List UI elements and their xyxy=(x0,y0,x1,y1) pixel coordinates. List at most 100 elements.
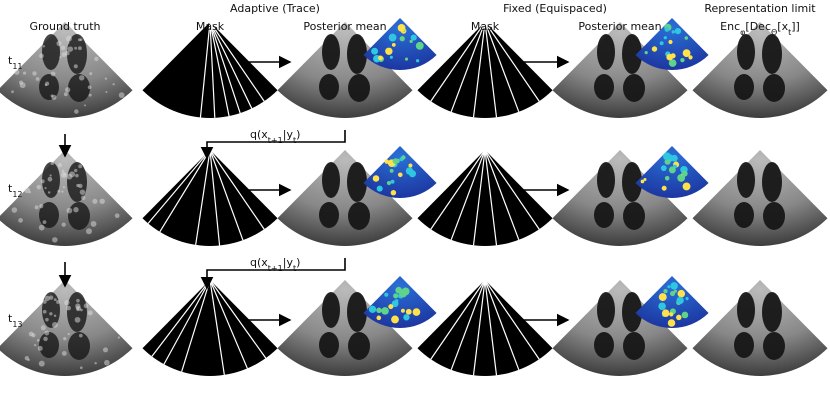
error-spot xyxy=(389,34,397,42)
speckle xyxy=(92,199,97,204)
chamber xyxy=(67,292,87,332)
error-spot xyxy=(675,28,681,34)
error-spot xyxy=(672,30,675,33)
speckle xyxy=(43,337,48,342)
error-spot xyxy=(388,304,393,309)
chamber xyxy=(594,332,614,358)
error-spot xyxy=(398,172,403,177)
error-spot xyxy=(662,309,670,317)
error-spot xyxy=(405,58,408,61)
speckle xyxy=(112,83,114,85)
error-spot xyxy=(391,180,395,184)
speckle xyxy=(52,237,58,243)
error-spot xyxy=(685,36,689,40)
chamber xyxy=(597,292,615,328)
speckle xyxy=(11,90,14,93)
mask xyxy=(417,22,552,118)
error-spot xyxy=(385,48,392,55)
speckle xyxy=(43,45,45,47)
speckle xyxy=(56,300,60,304)
ultrasound-image xyxy=(692,22,827,118)
formula-part: Enc xyxy=(720,20,740,33)
error-spot xyxy=(410,40,413,43)
speckle xyxy=(45,82,49,86)
error-spot xyxy=(377,186,383,192)
mask xyxy=(142,150,277,246)
error-spot xyxy=(371,48,378,55)
error-spot xyxy=(406,167,413,174)
ultrasound-image xyxy=(692,280,827,376)
chamber xyxy=(762,162,782,202)
speckle xyxy=(74,47,77,50)
formula-part: [Dec xyxy=(745,20,771,33)
chamber xyxy=(597,34,615,70)
arrow xyxy=(207,258,345,288)
chamber xyxy=(347,292,367,332)
speckle xyxy=(58,163,62,167)
speckle xyxy=(51,162,54,165)
chamber xyxy=(347,162,367,202)
error-spot xyxy=(413,308,421,316)
speckle xyxy=(63,337,66,340)
error-spot xyxy=(392,43,396,47)
speckle xyxy=(52,322,58,328)
speckle xyxy=(61,46,66,51)
speckle xyxy=(48,191,50,193)
speckle xyxy=(64,300,69,305)
speckle xyxy=(37,185,42,190)
speckle xyxy=(88,85,92,89)
speckle xyxy=(79,334,83,338)
error-spot xyxy=(390,56,393,59)
error-spot xyxy=(393,293,398,298)
header: Adaptive (Trace) xyxy=(230,2,320,15)
speckle xyxy=(41,179,45,183)
speckle xyxy=(76,184,79,187)
speckle xyxy=(105,91,107,93)
speckle xyxy=(67,208,73,214)
error-spot xyxy=(670,291,675,296)
error-spot xyxy=(670,282,678,290)
error-spot xyxy=(416,42,424,50)
speckle xyxy=(57,190,60,193)
column-label: Mask xyxy=(196,20,225,33)
chamber xyxy=(623,202,645,230)
speckle xyxy=(84,104,86,106)
chamber xyxy=(322,292,340,328)
speckle xyxy=(43,300,47,304)
chamber xyxy=(737,292,755,328)
error-spot xyxy=(384,293,388,297)
header: Ground truth xyxy=(29,20,100,33)
speckle xyxy=(50,174,52,176)
error-spot xyxy=(403,314,409,320)
error-spot xyxy=(665,176,670,181)
error-spot xyxy=(676,297,683,304)
speckle xyxy=(39,225,45,231)
subscript: 11 xyxy=(12,62,22,71)
speckle xyxy=(73,207,78,212)
speckle xyxy=(67,333,69,335)
speckle xyxy=(103,347,108,352)
speckle xyxy=(48,177,53,182)
chamber xyxy=(68,332,90,360)
speckle xyxy=(12,207,18,213)
speckle xyxy=(118,336,120,338)
speckle xyxy=(49,295,53,299)
speckle xyxy=(104,360,110,366)
error-spot xyxy=(408,163,412,167)
mask xyxy=(142,280,277,376)
speckle xyxy=(80,309,83,312)
speckle xyxy=(68,46,73,51)
row-label: t13 xyxy=(8,312,23,329)
speckle xyxy=(35,205,39,209)
speckle xyxy=(67,174,73,180)
error-spot xyxy=(391,316,399,324)
speckle xyxy=(27,359,29,361)
error-spot xyxy=(658,303,666,311)
chamber xyxy=(737,34,755,70)
speckle xyxy=(54,315,57,318)
chamber xyxy=(737,162,755,198)
speckle xyxy=(62,222,66,226)
column-label: Posterior mean xyxy=(303,20,386,33)
speckle xyxy=(36,77,40,81)
error-spot xyxy=(378,55,383,60)
